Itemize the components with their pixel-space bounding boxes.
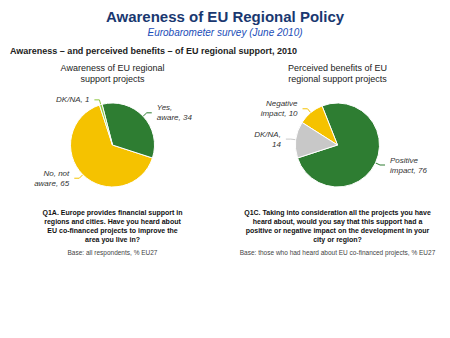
- svg-text:regional support projects: regional support projects: [288, 74, 387, 84]
- svg-text:Base: all respondents, % EU27: Base: all respondents, % EU27: [68, 249, 158, 257]
- svg-text:support projects: support projects: [80, 74, 145, 84]
- svg-text:Eurobarometer survey (June 201: Eurobarometer survey (June 2010): [147, 27, 302, 38]
- svg-text:impact, 76: impact, 76: [390, 166, 427, 175]
- svg-text:area you live in?: area you live in?: [85, 236, 140, 244]
- svg-text:14: 14: [272, 140, 281, 149]
- svg-text:DK/NA, 1: DK/NA, 1: [56, 95, 89, 104]
- svg-text:aware, 65: aware, 65: [34, 179, 70, 188]
- svg-text:No, not: No, not: [43, 169, 70, 178]
- svg-text:regions and cities. Have you h: regions and cities. Have you heard about: [44, 218, 181, 226]
- svg-text:Awareness of EU Regional Polic: Awareness of EU Regional Policy: [106, 8, 345, 25]
- svg-text:Base: those who had heard abou: Base: those who had heard about EU co-fi…: [240, 249, 436, 257]
- svg-text:Positive: Positive: [390, 156, 419, 165]
- svg-text:impact, 10: impact, 10: [261, 109, 298, 118]
- svg-text:Awareness – and perceived bene: Awareness – and perceived benefits – of …: [10, 46, 297, 56]
- svg-text:city or region?: city or region?: [313, 236, 362, 244]
- svg-text:Awareness of EU regional: Awareness of EU regional: [61, 63, 165, 73]
- svg-text:Perceived benefits of EU: Perceived benefits of EU: [288, 63, 387, 73]
- svg-text:positive or negative impact on: positive or negative impact on the devel…: [246, 227, 430, 235]
- svg-text:EU co-financed projects to imp: EU co-financed projects to improve the: [47, 227, 177, 235]
- svg-text:Q1A. Europe provides financial: Q1A. Europe provides financial support i…: [42, 209, 182, 217]
- svg-text:heard about, would you say tha: heard about, would you say that this sup…: [253, 218, 423, 226]
- svg-text:aware, 34: aware, 34: [157, 113, 193, 122]
- svg-text:DK/NA,: DK/NA,: [254, 130, 281, 139]
- svg-text:Q1C. Taking into consideration: Q1C. Taking into consideration all the p…: [244, 209, 431, 217]
- svg-text:Negative: Negative: [266, 99, 298, 108]
- svg-text:Yes,: Yes,: [157, 103, 173, 112]
